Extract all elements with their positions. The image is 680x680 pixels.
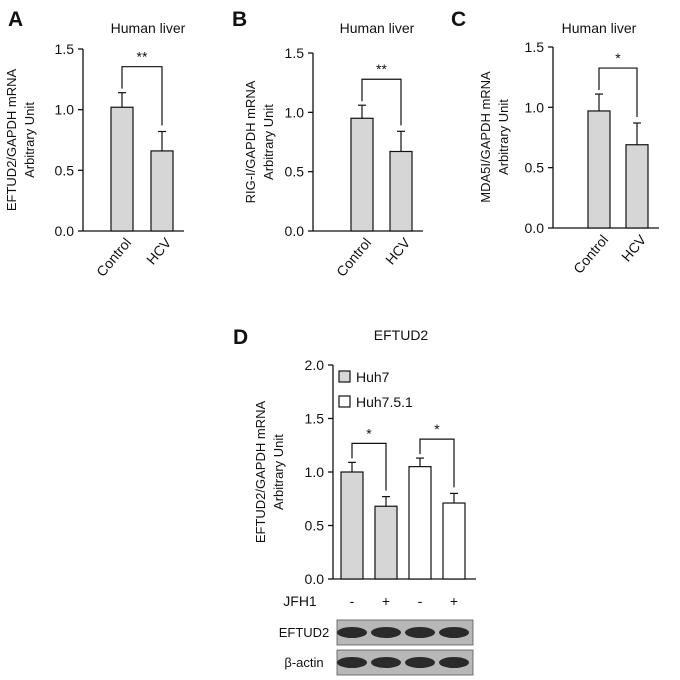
treatment-sign: + <box>382 593 390 609</box>
bar <box>150 150 174 232</box>
y-axis-label-line1: RIG-I/GAPDH mRNA <box>243 80 258 203</box>
legend-label: Huh7.5.1 <box>356 394 413 410</box>
bar <box>389 150 413 232</box>
significance-label: ** <box>376 61 387 77</box>
y-tick-label: 1.5 <box>305 411 325 427</box>
blot-label: β-actin <box>284 655 323 670</box>
y-axis-label-line2: Arbitrary Unit <box>496 99 511 175</box>
bar <box>110 106 134 232</box>
y-axis-label-line1: MDA5I/GAPDH mRNA <box>478 71 493 203</box>
y-tick-label: 2.0 <box>305 357 325 373</box>
blot-band <box>371 627 401 638</box>
y-tick-label: 1.0 <box>525 99 545 115</box>
panel-letter: A <box>8 8 23 31</box>
y-axis-label-line1: EFTUD2/GAPDH mRNA <box>4 69 19 212</box>
bar <box>625 144 649 229</box>
y-tick-label: 0.0 <box>55 223 75 239</box>
panel-letter: B <box>232 8 247 31</box>
blot-band <box>337 627 367 638</box>
y-tick-label: 1.0 <box>285 104 305 120</box>
y-tick-label: 0.5 <box>305 518 325 534</box>
blot-band <box>439 627 469 638</box>
blot-band <box>371 657 401 668</box>
x-category-label: HCV <box>143 234 175 267</box>
legend-swatch <box>338 395 351 408</box>
blot-band <box>337 657 367 668</box>
blot-band <box>405 627 435 638</box>
y-tick-label: 1.0 <box>55 102 75 118</box>
significance-label: * <box>366 425 372 441</box>
blot-band <box>439 657 469 668</box>
y-tick-label: 0.5 <box>285 164 305 180</box>
legend-swatch <box>338 370 351 383</box>
significance-label: * <box>615 50 621 66</box>
bar <box>374 505 398 580</box>
bar <box>408 466 432 580</box>
y-tick-label: 1.5 <box>285 45 305 61</box>
panel-title: Human liver <box>562 20 637 36</box>
y-axis-label-line2: Arbitrary Unit <box>22 102 37 178</box>
bar <box>587 110 611 229</box>
significance-bracket <box>419 438 455 488</box>
panel-title: Human liver <box>111 20 186 36</box>
x-category-label: Control <box>570 232 611 277</box>
y-axis-label-line2: Arbitrary Unit <box>261 104 276 180</box>
x-category-label: HCV <box>618 231 650 264</box>
y-tick-label: 0.0 <box>305 571 325 587</box>
bar <box>340 471 364 580</box>
y-tick-label: 0.0 <box>525 220 545 236</box>
blot-band <box>405 657 435 668</box>
significance-bracket <box>361 78 402 126</box>
x-category-label: Control <box>93 235 134 280</box>
y-tick-label: 0.5 <box>525 160 545 176</box>
x-category-label: Control <box>333 235 374 280</box>
y-tick-label: 0.5 <box>55 162 75 178</box>
y-tick-label: 1.5 <box>525 39 545 55</box>
x-category-label: HCV <box>382 234 414 267</box>
significance-label: * <box>434 421 440 437</box>
panel-letter: C <box>451 8 466 31</box>
treatment-label: JFH1 <box>283 593 317 609</box>
significance-bracket <box>121 66 163 126</box>
bar <box>350 117 374 232</box>
panel-title: EFTUD2 <box>374 327 429 343</box>
treatment-sign: - <box>350 593 355 609</box>
panel-title: Human liver <box>340 20 415 36</box>
y-tick-label: 0.0 <box>285 223 305 239</box>
y-tick-label: 1.0 <box>305 464 325 480</box>
y-axis-label-line1: EFTUD2/GAPDH mRNA <box>253 401 268 544</box>
y-axis-label-line2: Arbitrary Unit <box>271 434 286 510</box>
blot-label: EFTUD2 <box>279 625 330 640</box>
y-tick-label: 1.5 <box>55 41 75 57</box>
treatment-sign: + <box>450 593 458 609</box>
significance-bracket <box>598 67 638 118</box>
significance-bracket <box>351 442 387 491</box>
treatment-sign: - <box>418 593 423 609</box>
legend-label: Huh7 <box>356 369 390 385</box>
panel-letter: D <box>233 326 248 349</box>
significance-label: ** <box>137 49 148 65</box>
bar <box>442 502 466 580</box>
